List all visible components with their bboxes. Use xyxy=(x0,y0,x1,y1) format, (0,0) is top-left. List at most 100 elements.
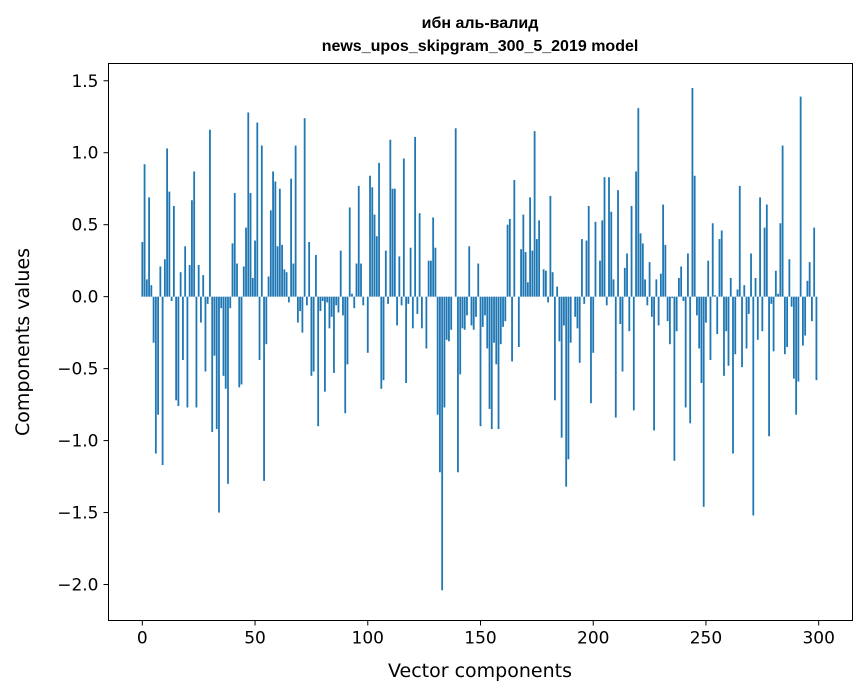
x-tick-label: 100 xyxy=(352,629,384,649)
bar xyxy=(558,296,561,342)
bar xyxy=(425,296,428,349)
bar xyxy=(191,200,193,297)
bar xyxy=(321,296,324,301)
y-axis-label: Components values xyxy=(12,248,34,436)
bar xyxy=(687,253,689,297)
bar xyxy=(154,296,157,454)
bar xyxy=(732,296,734,454)
bar xyxy=(529,197,531,297)
bar xyxy=(141,241,144,297)
x-tick-label: 300 xyxy=(802,629,834,649)
bar xyxy=(563,296,565,326)
bar xyxy=(197,265,200,297)
bar xyxy=(556,286,559,297)
bar xyxy=(725,296,728,332)
bar xyxy=(619,296,622,325)
bar xyxy=(502,296,504,327)
bar xyxy=(251,277,254,297)
bar xyxy=(319,296,322,312)
bar xyxy=(306,296,308,306)
bar xyxy=(416,296,419,314)
bar xyxy=(702,296,705,507)
y-tick-label: −1.5 xyxy=(57,504,98,524)
bar xyxy=(802,296,804,346)
bar xyxy=(594,221,597,297)
bar xyxy=(310,296,313,376)
bar xyxy=(637,108,640,297)
x-tick-label: 150 xyxy=(464,629,496,649)
bar xyxy=(457,296,459,473)
bar xyxy=(714,295,716,297)
bar xyxy=(206,296,209,304)
bar xyxy=(285,272,288,297)
bar xyxy=(511,296,513,362)
bar xyxy=(696,296,698,316)
bar xyxy=(671,296,674,299)
bar xyxy=(292,263,295,297)
bar xyxy=(806,280,809,297)
bar xyxy=(662,204,665,297)
bar xyxy=(337,296,340,313)
bar xyxy=(409,247,412,297)
bar xyxy=(202,275,205,297)
bar xyxy=(348,207,351,297)
bar xyxy=(150,285,153,297)
bar xyxy=(752,296,755,516)
bar xyxy=(454,128,457,297)
bar xyxy=(330,296,333,317)
bar xyxy=(779,223,782,297)
bar xyxy=(666,296,669,322)
bar xyxy=(278,188,281,297)
bar xyxy=(484,296,486,316)
bar xyxy=(811,296,813,322)
bar xyxy=(281,244,283,297)
bar xyxy=(486,296,489,349)
bar xyxy=(569,296,572,343)
bar xyxy=(265,296,268,345)
bar xyxy=(632,296,635,411)
bar xyxy=(630,205,633,297)
bar xyxy=(716,296,719,335)
bar xyxy=(707,260,710,297)
bar xyxy=(768,296,770,437)
bar xyxy=(463,296,466,330)
bar xyxy=(283,269,286,297)
bar xyxy=(231,243,234,297)
x-tick-label: 0 xyxy=(137,629,148,649)
bar xyxy=(287,296,290,303)
bar xyxy=(700,296,703,384)
bar xyxy=(247,112,250,297)
bar xyxy=(479,296,482,427)
bar xyxy=(513,180,516,297)
bar xyxy=(296,296,299,323)
bar xyxy=(623,267,626,297)
bar xyxy=(443,296,446,408)
bar xyxy=(743,285,746,297)
bar xyxy=(407,296,410,304)
bar xyxy=(508,218,511,297)
bar xyxy=(405,296,407,384)
bar xyxy=(175,296,178,401)
bar xyxy=(788,259,791,297)
bar xyxy=(468,246,471,297)
x-tick-label: 200 xyxy=(577,629,609,649)
bar xyxy=(763,227,766,297)
x-axis-label: Vector components xyxy=(388,660,572,682)
bar xyxy=(635,171,637,297)
bar xyxy=(218,296,220,513)
bar xyxy=(315,254,317,297)
bar xyxy=(678,277,680,297)
bar xyxy=(477,263,480,297)
x-tick-label: 250 xyxy=(690,629,722,649)
bar xyxy=(795,296,798,415)
bar xyxy=(705,296,707,323)
bar xyxy=(682,296,685,301)
bar xyxy=(520,249,522,297)
bar xyxy=(799,96,802,297)
bar xyxy=(524,252,527,297)
bar xyxy=(450,296,453,330)
bar xyxy=(517,296,520,348)
bar xyxy=(418,213,421,297)
bar xyxy=(727,296,730,366)
bar xyxy=(461,296,464,329)
